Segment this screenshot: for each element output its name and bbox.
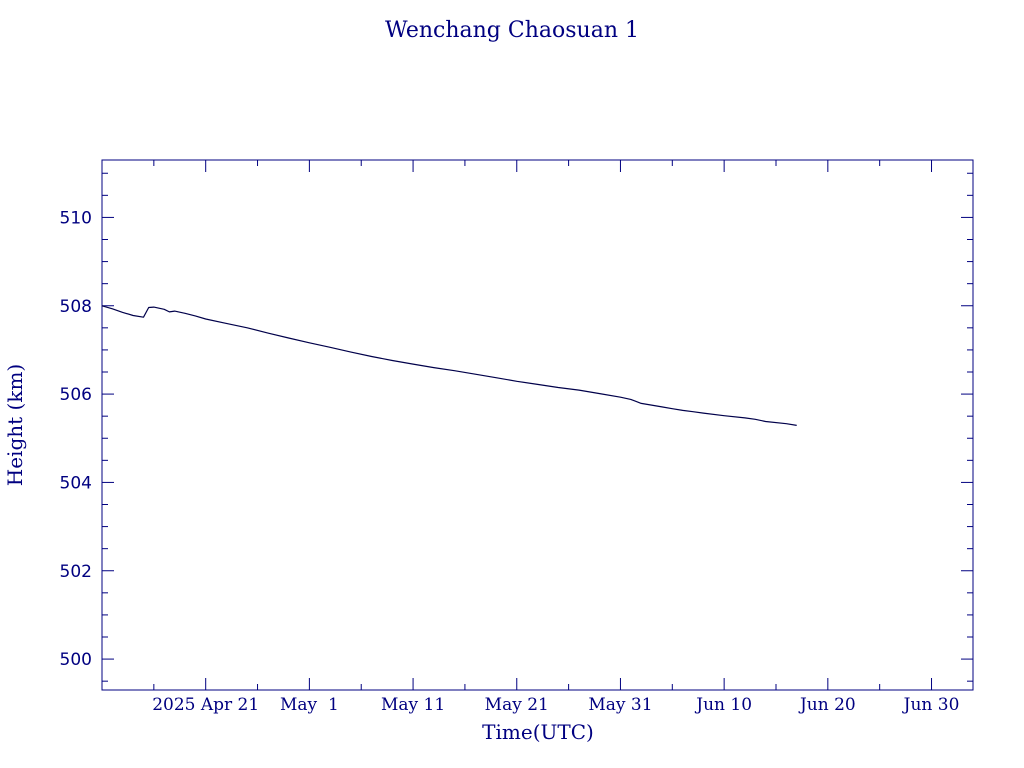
- y-tick-label: 506: [60, 385, 92, 405]
- x-tick-label: Jun 20: [798, 695, 856, 715]
- x-tick-label: May 21: [485, 695, 549, 715]
- x-axis-ticks: 2025 Apr 21 May 1 May 11 May 21 May 31 Jun 10…: [152, 160, 959, 715]
- x-tick-label: 2025 Apr 21: [152, 695, 259, 715]
- x-tick-label: Jun 10: [694, 695, 752, 715]
- y-tick-label: 500: [60, 650, 92, 670]
- x-tick-label: May 31: [588, 695, 652, 715]
- y-tick-label: 504: [60, 473, 92, 493]
- x-axis-label: Time(UTC): [482, 720, 594, 744]
- series-layer: [101, 305, 797, 426]
- y-tick-label: 502: [60, 562, 92, 582]
- y-axis-label: Height (km): [3, 364, 27, 486]
- y-tick-label: 508: [60, 297, 92, 317]
- x-tick-label: May 11: [381, 695, 445, 715]
- x-tick-label: May 1: [280, 695, 339, 715]
- chart-title: Wenchang Chaosuan 1: [385, 18, 639, 43]
- series-line-0: [101, 305, 797, 426]
- y-tick-label: 510: [60, 208, 92, 228]
- x-tick-label: Jun 30: [902, 695, 960, 715]
- y-axis-ticks: 500 502 504 506 508 510: [60, 172, 973, 682]
- plot-frame: [101, 159, 974, 691]
